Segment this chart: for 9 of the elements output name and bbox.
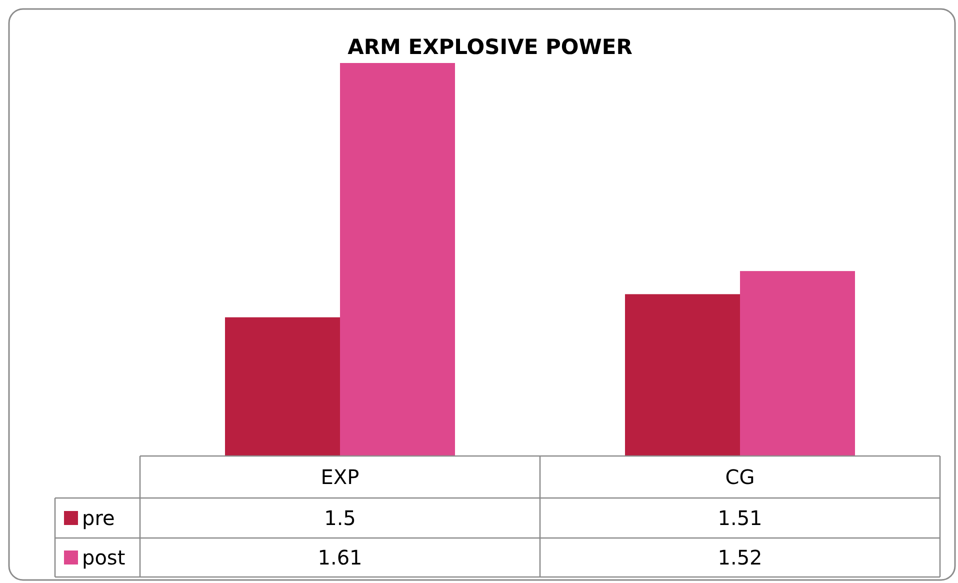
legend-label: pre bbox=[82, 506, 115, 530]
x-tick-label: CG bbox=[725, 465, 755, 489]
chart-title: ARM EXPLOSIVE POWER bbox=[348, 35, 632, 59]
x-tick-label: EXP bbox=[320, 465, 360, 489]
data-label: 1.52 bbox=[718, 546, 762, 570]
data-label: 1.5 bbox=[324, 506, 356, 530]
data-label: 1.61 bbox=[318, 546, 362, 570]
data-label: 1.51 bbox=[718, 506, 762, 530]
legend-label: post bbox=[82, 546, 126, 570]
